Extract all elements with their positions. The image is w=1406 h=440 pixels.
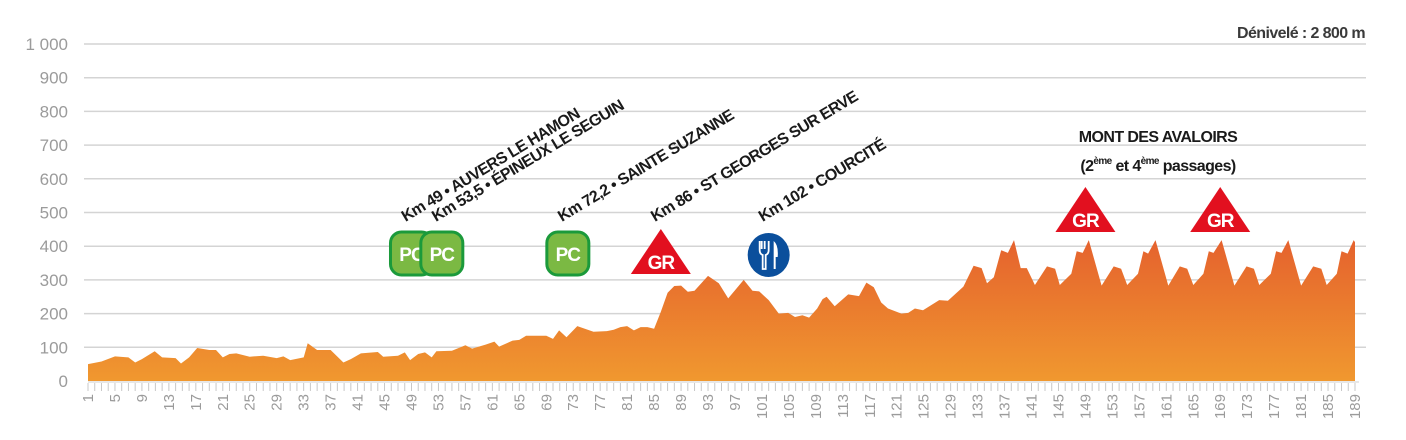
gr-label: GR bbox=[648, 253, 676, 274]
x-tick-label: 81 bbox=[619, 394, 636, 411]
x-tick-label: 121 bbox=[889, 394, 906, 419]
x-tick-label: 97 bbox=[727, 394, 744, 411]
x-tick-label: 105 bbox=[781, 394, 798, 419]
x-tick-label: 185 bbox=[1320, 394, 1337, 419]
x-tick-label: 149 bbox=[1077, 394, 1094, 419]
x-tick-label: 13 bbox=[161, 394, 178, 411]
x-tick-label: 173 bbox=[1239, 394, 1256, 419]
x-tick-label: 61 bbox=[484, 394, 501, 411]
x-tick-label: 125 bbox=[916, 394, 933, 419]
x-tick-label: 9 bbox=[134, 394, 151, 402]
x-tick-label: 133 bbox=[970, 394, 987, 419]
x-tick-label: 53 bbox=[430, 394, 447, 411]
pc-badge-label: PC bbox=[556, 245, 582, 266]
summit-sub-mid: et 4 bbox=[1112, 158, 1142, 175]
pc-badge-shape bbox=[419, 230, 465, 277]
x-tick-label: 37 bbox=[323, 394, 340, 411]
y-tick-label: 600 bbox=[40, 170, 68, 189]
x-tick-label: 177 bbox=[1266, 394, 1283, 419]
grid-lines bbox=[84, 43, 1366, 349]
x-tick-label: 93 bbox=[700, 394, 717, 411]
restaurant-icon bbox=[747, 233, 790, 277]
summit-sup-2: ème bbox=[1141, 156, 1160, 167]
gr-climb-icon: GR bbox=[630, 229, 691, 274]
gr-label: GR bbox=[1207, 211, 1235, 232]
gr-label: GR bbox=[1072, 211, 1100, 232]
x-tick-label: 141 bbox=[1024, 394, 1041, 419]
y-tick-label: 100 bbox=[40, 338, 68, 357]
x-tick-label: 1 bbox=[80, 394, 97, 402]
town-label: Km 53,5 • ÉPINEUX LE SEGUIN bbox=[428, 96, 627, 226]
gr-triangle-shape bbox=[1190, 187, 1251, 232]
summit-sub-close: passages) bbox=[1159, 158, 1236, 175]
x-tick-label: 89 bbox=[673, 394, 690, 411]
x-tick-label: 25 bbox=[242, 394, 259, 411]
x-tick-label: 113 bbox=[835, 394, 852, 418]
x-tick-label: 49 bbox=[403, 394, 420, 411]
x-axis: 1 5 9 13 17 21 25 29 33 37 41 45 49 53 57 61 65 69 73 77 81 8… bbox=[80, 381, 1364, 419]
x-tick-label: 117 bbox=[862, 394, 879, 418]
x-tick-label: 73 bbox=[565, 394, 582, 411]
gr-triangle-shape bbox=[630, 229, 691, 274]
gr-climb-icon: GR bbox=[1190, 187, 1251, 232]
y-tick-label: 800 bbox=[40, 102, 68, 121]
fork-icon bbox=[758, 241, 770, 270]
x-tick-label: 21 bbox=[215, 394, 232, 411]
x-tick-label: 137 bbox=[997, 394, 1014, 419]
x-tick-label: 77 bbox=[592, 394, 609, 411]
y-axis: 0 100 200 300 400 500 600 700 800 900 1 000 bbox=[25, 35, 68, 391]
x-tick-label: 145 bbox=[1050, 394, 1067, 419]
x-tick-label: 109 bbox=[808, 394, 825, 419]
elevation-area bbox=[88, 240, 1355, 381]
x-tick-label: 45 bbox=[377, 394, 394, 411]
town-label: Km 86 • ST GEORGES SUR ERVE bbox=[648, 88, 862, 226]
x-tick-label: 41 bbox=[350, 394, 367, 411]
y-tick-label: 900 bbox=[40, 69, 68, 88]
x-tick-label: 29 bbox=[269, 394, 286, 411]
summit-sub-open: (2 bbox=[1080, 158, 1094, 175]
x-tick-label: 165 bbox=[1185, 394, 1202, 419]
restaurant-circle bbox=[747, 233, 790, 277]
pc-checkpoint-badge: PC bbox=[419, 230, 465, 277]
y-tick-label: 0 bbox=[59, 372, 68, 391]
x-tick-label: 189 bbox=[1347, 394, 1364, 419]
x-tick-label: 65 bbox=[511, 394, 528, 411]
summit-subtitle: (2ème et 4ème passages) bbox=[1080, 156, 1235, 175]
x-tick-label: 161 bbox=[1158, 394, 1175, 419]
summit-sup-1: ème bbox=[1093, 156, 1112, 167]
x-tick-label: 5 bbox=[107, 394, 124, 402]
gr-climb-icon: GR bbox=[1055, 187, 1116, 232]
y-tick-label: 300 bbox=[40, 271, 68, 290]
y-tick-label: 500 bbox=[40, 204, 68, 223]
summit-title: MONT DES AVALOIRS bbox=[1079, 129, 1238, 146]
x-tick-label: 153 bbox=[1104, 394, 1121, 419]
y-tick-label: 400 bbox=[40, 237, 68, 256]
pc-checkpoint-badge: PC bbox=[545, 230, 591, 277]
x-tick-label: 17 bbox=[188, 394, 205, 411]
x-tick-label: 181 bbox=[1293, 394, 1310, 419]
x-tick-label: 57 bbox=[457, 394, 474, 411]
gr-triangle-shape bbox=[1055, 187, 1116, 232]
x-tick-label: 129 bbox=[943, 394, 960, 419]
pc-badge-label: PC bbox=[399, 245, 425, 266]
x-tick-label: 101 bbox=[754, 394, 771, 419]
y-tick-label: 200 bbox=[40, 305, 68, 324]
town-label: Km 49 • AUVERS LE HAMON bbox=[399, 105, 583, 225]
y-tick-label: 1 000 bbox=[25, 35, 68, 54]
x-tick-label: 69 bbox=[538, 394, 555, 411]
x-tick-label: 169 bbox=[1212, 394, 1229, 419]
pc-badge-label: PC bbox=[430, 245, 456, 266]
x-tick-label: 85 bbox=[646, 394, 663, 411]
denivele-label: Dénivelé : 2 800 m bbox=[1237, 25, 1365, 42]
x-tick-label: 33 bbox=[296, 394, 313, 411]
x-tick-label: 157 bbox=[1131, 394, 1148, 419]
knife-icon bbox=[773, 241, 778, 269]
pc-badge-shape bbox=[545, 230, 591, 277]
y-tick-label: 700 bbox=[40, 136, 68, 155]
